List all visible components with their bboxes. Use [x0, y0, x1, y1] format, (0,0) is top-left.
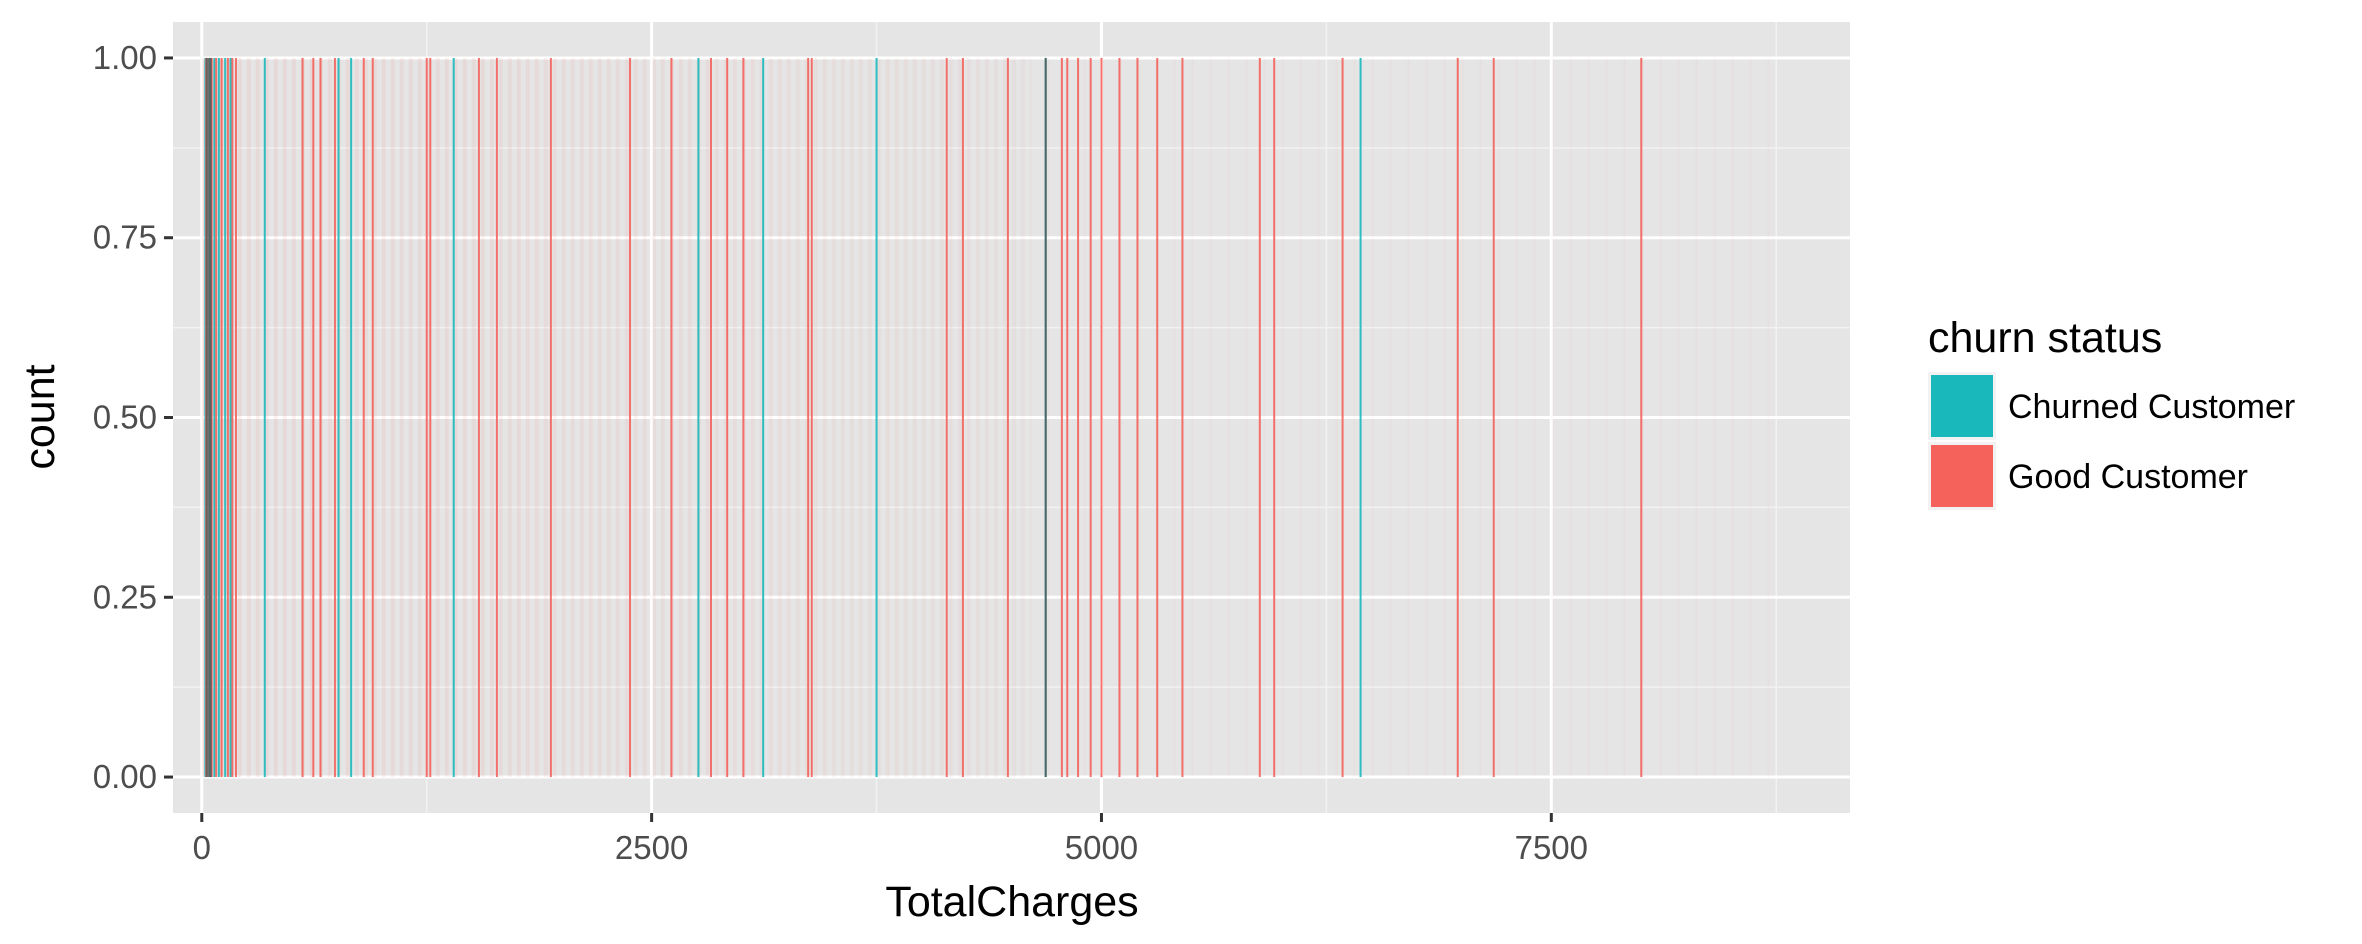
bar-churned	[452, 57, 455, 778]
bar-good	[1456, 57, 1459, 778]
bar-good	[1066, 57, 1069, 778]
y-tick-label: 0.75	[93, 219, 157, 256]
bar-churned	[875, 57, 878, 778]
bar-churned	[1359, 57, 1362, 778]
bar-good	[429, 57, 432, 778]
bar-churned	[762, 57, 765, 778]
bar-good	[1258, 57, 1261, 778]
bar-good	[495, 57, 498, 778]
bar-overlap-line	[1044, 57, 1047, 778]
bar-churned	[217, 57, 220, 778]
bar-good	[549, 57, 552, 778]
bar-churned	[697, 57, 700, 778]
legend-label-churned: Churned Customer	[2008, 388, 2295, 426]
y-tick-label: 0.25	[93, 578, 157, 615]
bar-good	[234, 57, 237, 778]
x-tick-label: 5000	[1065, 829, 1138, 866]
legend-title: churn status	[1928, 314, 2162, 362]
bar-good	[961, 57, 964, 778]
dense-bar-haze	[201, 57, 1025, 778]
bar-good	[371, 57, 374, 778]
bar-churned	[229, 57, 232, 778]
y-axis-title: count	[16, 364, 64, 469]
bar-good	[1156, 57, 1159, 778]
bar-good	[1341, 57, 1344, 778]
x-tick-label: 2500	[615, 829, 688, 866]
bar-good	[945, 57, 948, 778]
y-tick-label: 0.50	[93, 399, 157, 436]
legend-label-good: Good Customer	[2008, 458, 2248, 496]
bar-good	[1089, 57, 1092, 778]
bar-good	[1640, 57, 1643, 778]
bar-good	[215, 57, 218, 778]
bar-good	[362, 57, 365, 778]
bar-good	[1181, 57, 1184, 778]
bar-good	[312, 57, 315, 778]
bar-good	[425, 57, 428, 778]
bar-good	[807, 57, 810, 778]
x-tick-label: 0	[193, 829, 211, 866]
legend-swatch-churned	[1931, 375, 1993, 437]
bar-overlap-strip	[205, 57, 212, 778]
bar-churned	[213, 57, 216, 778]
bar-good	[1060, 57, 1063, 778]
y-tick-label: 1.00	[93, 39, 157, 76]
bar-good	[319, 57, 322, 778]
bar-good	[301, 57, 304, 778]
bar-good	[710, 57, 713, 778]
bar-good	[726, 57, 729, 778]
bar-good	[1273, 57, 1276, 778]
bar-good	[629, 57, 632, 778]
bar-good	[742, 57, 745, 778]
legend: churn status Churned Customer Good Custo…	[1928, 314, 2295, 510]
legend-swatch-good	[1931, 445, 1993, 507]
bar-good	[1077, 57, 1080, 778]
bar-good	[1136, 57, 1139, 778]
bar-churned	[350, 57, 353, 778]
bar-churned	[224, 57, 227, 778]
bar-good	[1492, 57, 1495, 778]
x-axis-title: TotalCharges	[885, 878, 1138, 926]
bar-good	[333, 57, 336, 778]
bar-good	[220, 57, 223, 778]
bar-good	[226, 57, 229, 778]
bar-churned	[263, 57, 266, 778]
bar-good	[1006, 57, 1009, 778]
bar-good	[477, 57, 480, 778]
bar-good	[231, 57, 234, 778]
bar-good	[1118, 57, 1121, 778]
x-tick-label: 7500	[1515, 829, 1588, 866]
bar-good	[810, 57, 813, 778]
axes: 0.00 0.25 0.50 0.75 1.00 0 2500 5000 7500	[93, 39, 1588, 866]
bar-good	[670, 57, 673, 778]
bar-good	[1100, 57, 1103, 778]
bars-layer	[204, 57, 1643, 778]
grid-lines	[173, 22, 1850, 813]
bar-churned	[337, 57, 340, 778]
y-tick-label: 0.00	[93, 758, 157, 795]
